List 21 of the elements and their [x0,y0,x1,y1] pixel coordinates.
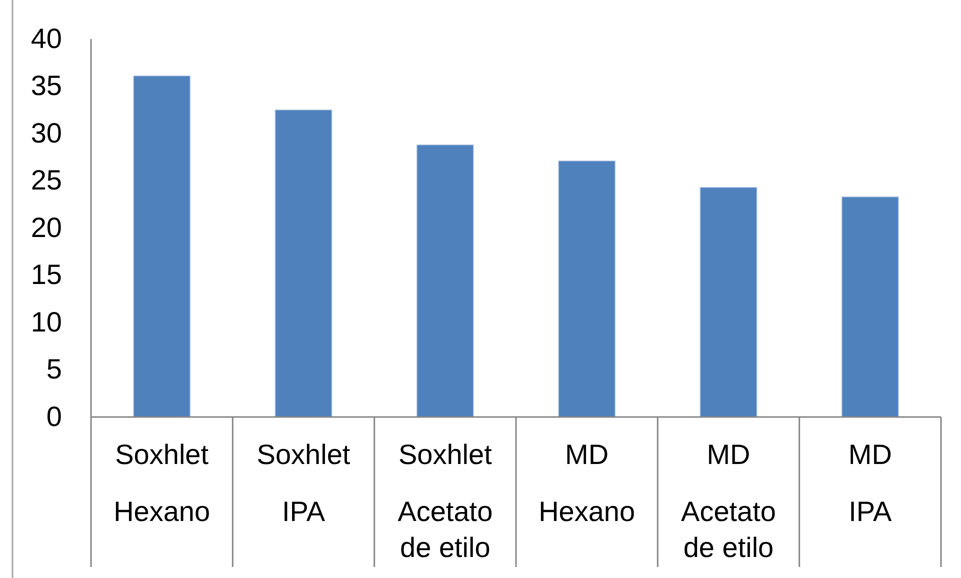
x-tick-label: Soxhlet Acetato de etilo [398,439,493,563]
y-tick-label: 5 [46,354,62,385]
bar [841,196,899,418]
y-tick-label: 20 [30,212,62,243]
y-tick-label: 10 [30,306,62,338]
bar [274,109,332,418]
x-tick-label: Soxhlet Hexano [114,439,210,527]
bar [416,144,474,418]
y-tick-label: 25 [30,164,62,196]
x-tick-label: Soxhlet IPA [256,439,350,527]
x-tick-label: MD Hexano [538,439,636,527]
bar [700,186,758,418]
x-tick-label: MD IPA [848,439,892,527]
y-tick-label: 15 [30,259,62,290]
y-tick-label: 35 [30,70,62,102]
y-tick-label: 30 [30,117,62,148]
bar [133,75,191,418]
bar [558,160,616,418]
y-tick-label: 40 [30,22,62,54]
x-tick-label: MD Acetato de etilo [681,439,776,563]
y-tick-label: 0 [46,400,62,432]
